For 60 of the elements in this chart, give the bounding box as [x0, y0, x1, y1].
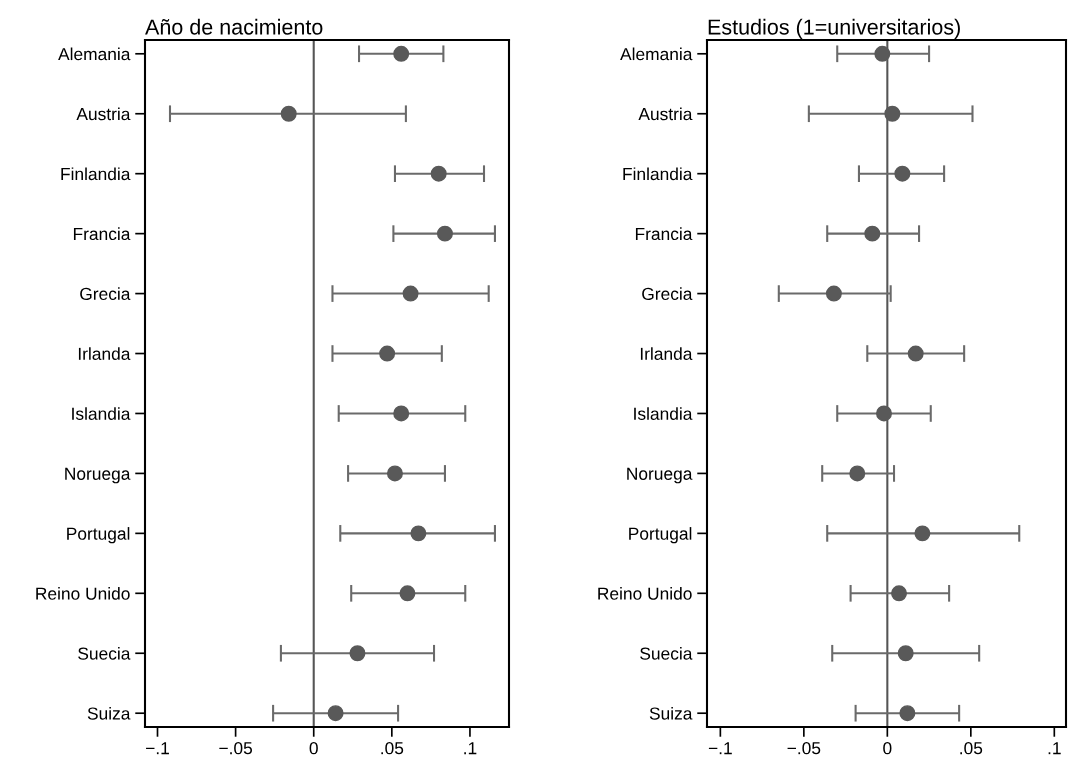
point — [430, 165, 447, 182]
point — [907, 345, 924, 362]
point — [884, 105, 901, 122]
x-tick-label: .05 — [960, 742, 983, 755]
y-tick-label: Noruega — [65, 467, 131, 484]
x-tick-label: .05 — [381, 742, 404, 755]
y-tick-label: Portugal — [629, 527, 692, 544]
y-tick-label: Suiza — [87, 706, 131, 720]
y-tick-label: Finlandia — [623, 167, 693, 181]
point — [849, 465, 866, 482]
y-tick-label: Alemania — [620, 47, 693, 61]
point — [894, 165, 911, 182]
point — [327, 705, 344, 722]
point — [899, 705, 916, 722]
point — [874, 45, 891, 62]
y-tick-label: Suecia — [78, 646, 131, 660]
point — [876, 405, 892, 422]
point — [379, 345, 396, 362]
y-tick-label: Finlandia — [61, 167, 131, 181]
y-tick-label: Reino Unido — [36, 587, 130, 600]
chart-title: Año de nacimiento — [145, 18, 323, 35]
chart-title: Estudios (1=universitarios) — [708, 18, 960, 39]
point — [891, 585, 908, 602]
y-tick-label: Islandia — [634, 407, 693, 420]
point — [349, 645, 366, 662]
y-tick-label: Suiza — [649, 706, 693, 720]
x-tick-label: .1 — [1048, 742, 1061, 755]
y-tick-label: Grecia — [642, 287, 693, 301]
x-tick-label: 0 — [883, 742, 892, 755]
y-tick-label: Grecia — [80, 287, 131, 301]
point — [410, 525, 427, 542]
y-tick-label: Suecia — [640, 646, 693, 660]
x-tick-label: −.05 — [787, 742, 821, 755]
y-tick-label: Austria — [76, 107, 131, 121]
y-tick-label: Austria — [638, 107, 693, 121]
x-tick-label: −.05 — [219, 742, 253, 755]
y-tick-label: Irlanda — [640, 347, 693, 360]
point — [436, 225, 453, 242]
x-tick-label: 0 — [309, 742, 318, 755]
point — [386, 465, 403, 482]
point — [393, 45, 410, 62]
x-tick-label: −.1 — [146, 742, 169, 755]
point — [825, 285, 842, 302]
x-tick-label: −.1 — [708, 742, 732, 755]
y-tick-label: Alemania — [58, 47, 131, 61]
point — [864, 225, 881, 242]
y-tick-label: Irlanda — [78, 347, 131, 360]
point — [914, 525, 931, 542]
x-tick-label: .1 — [464, 742, 477, 755]
y-tick-label: Reino Unido — [598, 587, 692, 600]
point — [280, 105, 297, 122]
y-tick-label: Portugal — [67, 527, 130, 544]
point — [402, 285, 419, 302]
y-tick-label: Islandia — [72, 407, 131, 420]
y-tick-label: Francia — [635, 227, 693, 241]
point — [393, 405, 410, 422]
y-tick-label: Noruega — [627, 467, 693, 484]
point — [897, 645, 914, 662]
point — [399, 585, 416, 602]
y-tick-label: Francia — [73, 227, 131, 241]
